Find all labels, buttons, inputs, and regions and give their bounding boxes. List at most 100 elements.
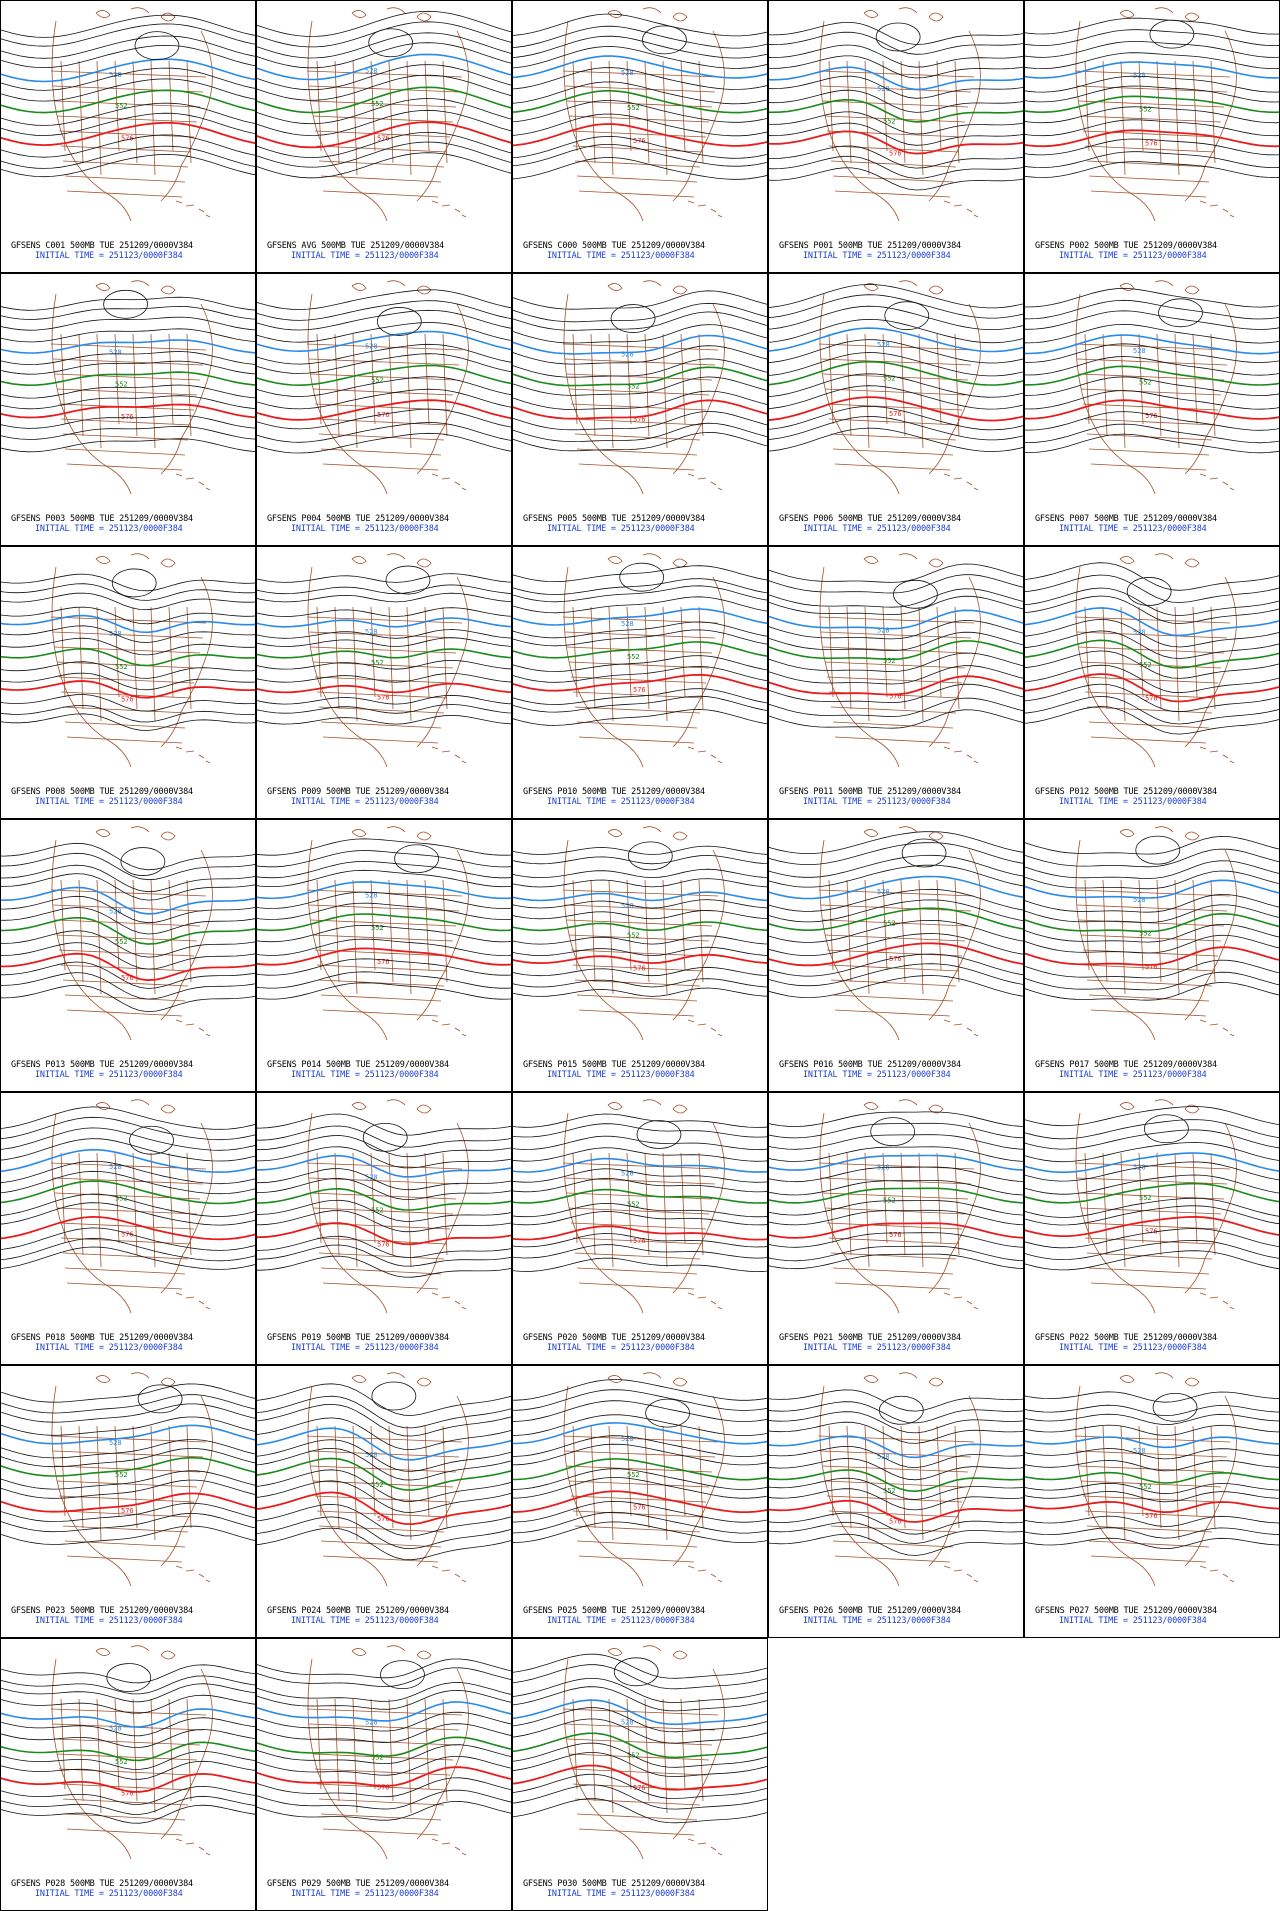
ensemble-panel: 528 552 576 GFSENS P030 500MB TUE 251209/00…	[512, 1638, 768, 1911]
contour-blue	[257, 1427, 511, 1461]
contour-line	[1, 145, 255, 169]
map-borders	[1074, 553, 1237, 768]
contour-line	[1025, 1129, 1279, 1150]
contour-line	[257, 1744, 511, 1765]
contour-red	[257, 121, 511, 149]
contour-label-blue: 528	[1133, 896, 1146, 904]
closed-low-contour	[1144, 1114, 1189, 1144]
contour-line	[769, 75, 1023, 99]
closed-low-contour	[1149, 19, 1195, 49]
contour-label-red: 576	[633, 686, 646, 694]
contour-line	[1025, 29, 1279, 47]
contour-lines: 528 552 576	[513, 562, 767, 726]
contour-line	[257, 1516, 511, 1550]
contour-label-green: 552	[627, 653, 640, 661]
contour-label-blue: 528	[877, 626, 890, 634]
panel-caption: GFSENS P010 500MB TUE 251209/0000V384	[523, 787, 705, 797]
contour-lines: 528 552 576	[513, 1113, 767, 1273]
contour-line	[769, 352, 1023, 377]
contour-line	[769, 318, 1023, 344]
contour-line	[257, 971, 511, 989]
contour-label-red: 576	[1145, 1512, 1158, 1520]
contour-line	[769, 89, 1023, 113]
panel-initial-time: INITIAL TIME = 251123/0000F384	[547, 1616, 695, 1626]
contour-line	[1, 637, 255, 656]
panel-initial-time: INITIAL TIME = 251123/0000F384	[1059, 251, 1207, 261]
contour-line	[1025, 106, 1279, 124]
contour-green	[1025, 95, 1279, 114]
contour-line	[1, 1512, 255, 1533]
contour-label-blue: 528	[877, 85, 890, 93]
contour-line	[513, 324, 767, 344]
contour-label-red: 576	[377, 1784, 390, 1792]
contour-line	[769, 1411, 1023, 1434]
contour-line	[769, 1134, 1023, 1150]
contour-red	[513, 1490, 767, 1513]
panel-caption: GFSENS P018 500MB TUE 251209/0000V384	[11, 1333, 193, 1343]
contour-lines: 528 552 576	[769, 563, 1023, 729]
contour-line	[513, 1477, 767, 1499]
contour-line	[513, 709, 767, 726]
contour-label-blue: 528	[877, 888, 890, 896]
panel-caption: GFSENS P023 500MB TUE 251209/0000V384	[11, 1606, 193, 1616]
contour-line	[257, 309, 511, 331]
contour-red	[1, 1215, 255, 1241]
contour-line	[769, 122, 1023, 146]
contour-line	[513, 987, 767, 997]
map-borders	[50, 1099, 213, 1314]
contour-label-blue: 528	[365, 892, 378, 900]
contour-green	[257, 1457, 511, 1491]
contour-blue	[1025, 1152, 1279, 1173]
contour-line	[257, 1689, 511, 1710]
contour-line	[1, 102, 255, 126]
contour-line	[257, 109, 511, 136]
contour-line	[1025, 1424, 1279, 1436]
panel-caption: GFSENS P017 500MB TUE 251209/0000V384	[1035, 1060, 1217, 1070]
contour-line	[1, 1694, 255, 1714]
contour-green	[769, 1187, 1023, 1204]
contour-line	[1025, 650, 1279, 679]
contour-line	[1, 134, 255, 158]
contour-line	[769, 899, 1023, 923]
contour-blue	[1025, 879, 1279, 899]
contour-label-green: 552	[883, 657, 896, 665]
contour-red	[1025, 129, 1279, 148]
contour-line	[257, 322, 511, 343]
contour-line	[1025, 562, 1279, 591]
contour-line	[1025, 161, 1279, 179]
contour-label-green: 552	[371, 924, 384, 932]
contour-line	[257, 1711, 511, 1732]
contour-label-blue: 528	[365, 1718, 378, 1726]
contour-line	[513, 100, 767, 123]
contour-lines: 528 552 576	[1025, 1391, 1279, 1550]
closed-low-contour	[1126, 577, 1172, 606]
contour-blue	[769, 609, 1023, 630]
contour-line	[513, 1798, 767, 1824]
contour-green	[769, 907, 1023, 931]
contour-line	[513, 1707, 767, 1733]
contour-red	[769, 675, 1023, 696]
map-borders	[1074, 1099, 1237, 1314]
contour-line	[1, 625, 255, 643]
contour-line	[513, 1135, 767, 1151]
contour-lines: 528 552 576	[1, 289, 255, 453]
closed-low-contour	[1158, 298, 1203, 328]
contour-blue	[257, 617, 511, 628]
contour-line	[1025, 1239, 1279, 1261]
ensemble-panel: 528 552 576 GFSENS P006 500MB TUE 251209/00…	[768, 273, 1024, 546]
panel-initial-time: INITIAL TIME = 251123/0000F384	[547, 1343, 695, 1353]
contour-line	[257, 584, 511, 595]
contour-line	[257, 1199, 511, 1222]
panel-caption: GFSENS P026 500MB TUE 251209/0000V384	[779, 1606, 961, 1616]
contour-blue	[1, 614, 255, 634]
contour-line	[1, 14, 255, 38]
contour-line	[769, 1421, 1023, 1444]
contour-line	[1, 78, 255, 102]
contour-lines: 528 552 576	[1, 14, 255, 178]
